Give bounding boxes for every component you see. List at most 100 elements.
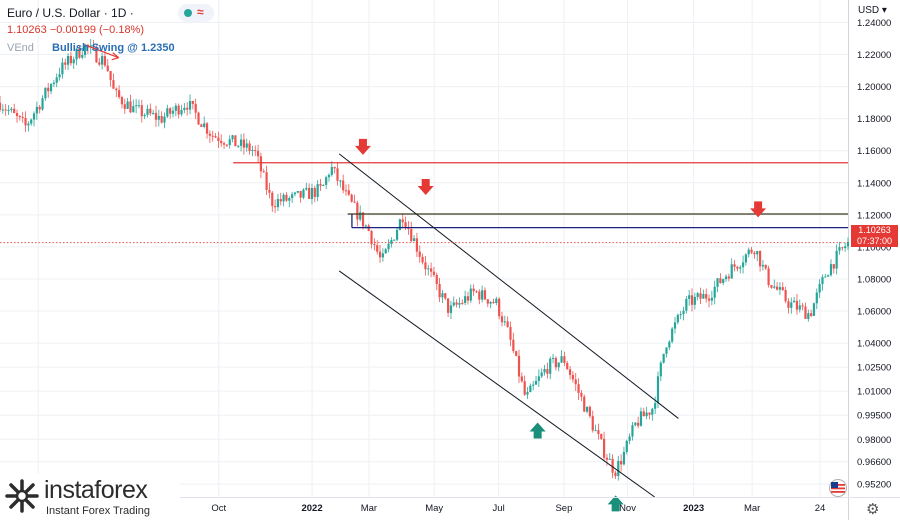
candle-body — [702, 294, 705, 299]
candle-body — [92, 45, 95, 48]
time-tick-label: Mar — [744, 503, 760, 514]
candle-body — [205, 123, 209, 134]
candle-body — [234, 135, 237, 147]
price-tick-label: 1.18000 — [857, 114, 891, 125]
candle-body — [690, 295, 694, 305]
candle-body — [435, 274, 438, 284]
candle-body — [259, 156, 263, 172]
candle-body — [642, 411, 645, 417]
candle-body — [478, 291, 481, 300]
candle-body — [427, 268, 430, 270]
candle-body — [498, 298, 501, 317]
buy-arrow-icon — [529, 422, 546, 439]
price-tick-label: 1.10000 — [857, 242, 891, 253]
candle-body — [827, 275, 830, 277]
candle-body — [15, 113, 19, 117]
candle-body — [509, 326, 512, 340]
study-label[interactable]: Bullish Swing @ 1.2350 — [52, 42, 175, 54]
candle-body — [115, 88, 118, 91]
logo-wordmark: instaforex — [44, 476, 148, 504]
candle-body — [421, 256, 424, 263]
candle-body — [829, 264, 833, 276]
sell-arrow-icon — [417, 178, 434, 195]
candle-body — [486, 299, 489, 304]
candle-body — [217, 137, 220, 141]
candle-body — [160, 116, 163, 123]
candle-body — [835, 250, 838, 269]
candle-body — [256, 150, 260, 157]
candle-body — [373, 244, 376, 246]
candle-body — [203, 123, 206, 127]
price-tick-label: 1.01000 — [857, 387, 891, 398]
candle-body — [571, 374, 574, 380]
candle-body — [271, 192, 274, 207]
candle-body — [583, 396, 586, 412]
candle-body — [676, 314, 679, 323]
candle-body — [24, 117, 27, 126]
candle-body — [347, 190, 350, 195]
candle-body — [254, 150, 257, 152]
candle-body — [342, 180, 345, 191]
price-tick-label: 0.96600 — [857, 457, 891, 468]
candle-body — [239, 139, 243, 146]
candle-body — [617, 460, 620, 477]
candle-body — [733, 264, 736, 267]
candle-body — [120, 97, 124, 105]
candle-body — [251, 150, 254, 152]
candle-body — [515, 351, 518, 356]
candle-body — [790, 302, 793, 308]
settings-gear-icon[interactable]: ⚙ — [866, 501, 880, 518]
candle-body — [10, 108, 13, 111]
candle-body — [98, 62, 101, 65]
candle-body — [637, 422, 640, 426]
candle-body — [18, 116, 21, 118]
currency-selector[interactable]: USD ▾ — [858, 5, 887, 16]
candle-body — [157, 116, 160, 120]
candle-body — [325, 177, 328, 185]
candle-body — [770, 285, 773, 288]
candle-body — [540, 372, 543, 377]
channel-line — [338, 270, 655, 498]
candle-body — [52, 82, 55, 85]
candle-body — [554, 357, 557, 368]
candle-body — [634, 422, 637, 426]
candle-body — [532, 384, 535, 386]
candle-body — [566, 362, 569, 370]
candle-body — [237, 145, 240, 147]
candle-body — [424, 262, 427, 270]
candle-body — [285, 194, 288, 201]
candle-body — [512, 339, 515, 352]
time-tick-label: Mar — [361, 503, 377, 514]
candle-body — [693, 296, 696, 305]
candle-body — [685, 298, 688, 311]
candle-body — [305, 187, 308, 190]
candle-body — [393, 239, 396, 241]
price-tick-label: 1.06000 — [857, 307, 891, 318]
market-status-badge[interactable]: ≈ — [178, 4, 214, 22]
us-flag-icon[interactable] — [829, 479, 847, 497]
candle-body — [95, 47, 98, 63]
candle-body — [106, 65, 109, 72]
candle-body — [390, 240, 393, 244]
candle-body — [58, 74, 61, 78]
candle-body — [180, 110, 183, 115]
candle-body — [736, 266, 739, 269]
candle-body — [608, 458, 611, 460]
symbol-title[interactable]: Euro / U.S. Dollar · 1D · — [7, 6, 134, 20]
candle-body — [174, 105, 177, 111]
candle-body — [656, 376, 660, 404]
candle-body — [222, 143, 226, 145]
price-tick-label: 1.02500 — [857, 363, 891, 374]
channel-line — [338, 153, 679, 419]
candle-body — [291, 194, 294, 199]
candle-body — [336, 168, 339, 181]
candle-body — [265, 172, 268, 190]
candle-body — [308, 187, 311, 199]
swing-arrow-head-icon — [111, 52, 120, 61]
candle-body — [699, 293, 702, 299]
currency-label: USD — [858, 5, 880, 16]
instaforex-logo: instaforex Instant Forex Trading — [0, 474, 180, 520]
time-tick-label: 24 — [815, 503, 826, 514]
candle-body — [245, 143, 248, 148]
